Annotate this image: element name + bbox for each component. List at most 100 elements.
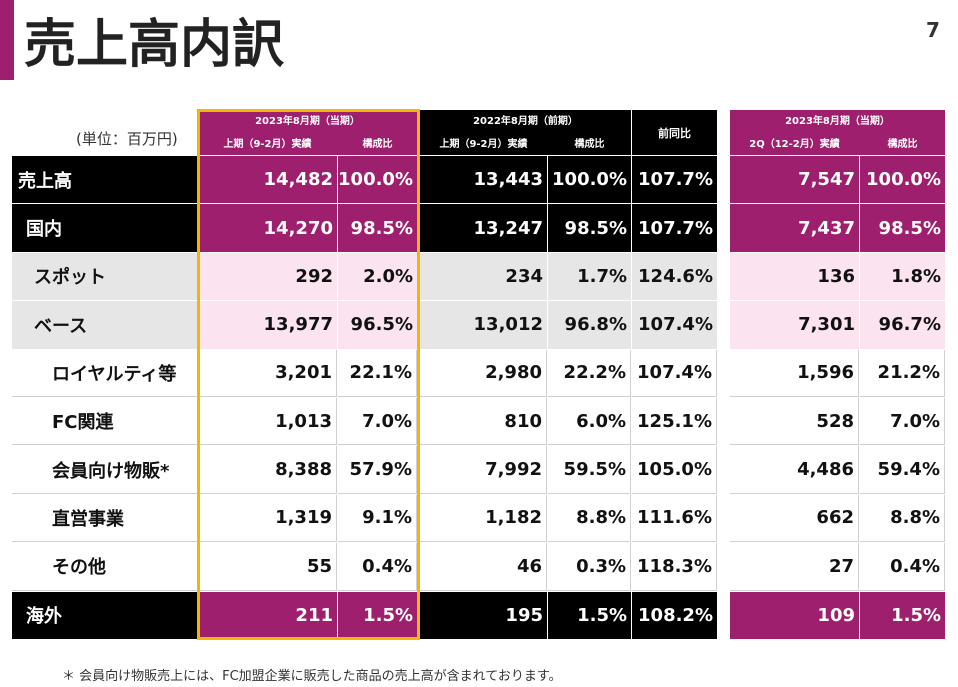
row-label: 海外 xyxy=(12,591,197,639)
cell-value: 59.5% xyxy=(548,446,631,494)
row-label: スポット xyxy=(12,252,197,301)
cell-value: 98.5% xyxy=(548,204,631,252)
row-label: 直営事業 xyxy=(12,494,197,543)
cell-value: 2.0% xyxy=(338,252,417,301)
cell-value: 195 xyxy=(420,591,547,639)
cell-value: 21.2% xyxy=(860,349,945,397)
column-header: 上期（9-2月）実績 xyxy=(439,138,528,150)
cell-value: 7,547 xyxy=(730,156,859,204)
cell-value: 22.1% xyxy=(338,349,417,397)
row-label: ロイヤルティ等 xyxy=(12,349,197,397)
cell-value: 13,443 xyxy=(420,156,547,204)
column-header: 構成比 xyxy=(362,138,393,150)
page-number: 7 xyxy=(926,18,940,42)
group-header: 前同比 xyxy=(632,110,717,155)
cell-value: 1.5% xyxy=(548,591,631,639)
cell-value: 1.5% xyxy=(338,591,417,639)
group-title: 2023年8月期（当期） xyxy=(785,115,890,127)
cell-value: 96.7% xyxy=(860,301,945,349)
cell-value: 0.3% xyxy=(548,543,631,591)
highlight-frame xyxy=(197,109,420,640)
row-label: その他 xyxy=(12,543,197,591)
column-header: 上期（9-2月）実績 xyxy=(223,138,312,150)
column-header: 構成比 xyxy=(574,138,605,150)
cell-value: 810 xyxy=(420,398,547,446)
cell-value: 100.0% xyxy=(548,156,631,204)
cell-value: 1,319 xyxy=(198,494,337,543)
cell-value: 125.1% xyxy=(632,398,717,446)
cell-value: 14,482 xyxy=(198,156,337,204)
cell-value: 6.0% xyxy=(548,398,631,446)
group-title: 2022年8月期（前期） xyxy=(473,115,578,127)
cell-value: 7,992 xyxy=(420,446,547,494)
cell-value: 3,201 xyxy=(198,349,337,397)
cell-value: 7.0% xyxy=(338,398,417,446)
cell-value: 55 xyxy=(198,543,337,591)
cell-value: 2,980 xyxy=(420,349,547,397)
row-label: 売上高 xyxy=(12,156,197,204)
cell-value: 136 xyxy=(730,252,859,301)
group-title: 2023年8月期（当期） xyxy=(255,115,360,127)
cell-value: 1.7% xyxy=(548,252,631,301)
cell-value: 96.5% xyxy=(338,301,417,349)
cell-value: 105.0% xyxy=(632,446,717,494)
cell-value: 1.8% xyxy=(860,252,945,301)
row-label: 会員向け物販* xyxy=(12,446,197,494)
row-label: FC関連 xyxy=(12,398,197,446)
cell-value: 57.9% xyxy=(338,446,417,494)
cell-value: 8.8% xyxy=(860,494,945,543)
cell-value: 98.5% xyxy=(338,204,417,252)
group-header xyxy=(730,110,945,155)
cell-value: 8,388 xyxy=(198,446,337,494)
accent-bar xyxy=(0,0,14,80)
cell-value: 108.2% xyxy=(632,591,717,639)
cell-value: 107.4% xyxy=(632,349,717,397)
cell-value: 107.7% xyxy=(632,204,717,252)
title: 売上高内訳 xyxy=(24,15,285,75)
cell-value: 100.0% xyxy=(338,156,417,204)
row-label: ベース xyxy=(12,301,197,349)
cell-value: 109 xyxy=(730,591,859,639)
footnote: ＊ 会員向け物販売上には、FC加盟企業に販売した商品の売上高が含まれております。 xyxy=(62,669,562,684)
unit-label: (単位：百万円) xyxy=(76,130,178,148)
cell-value: 0.4% xyxy=(860,543,945,591)
cell-value: 107.7% xyxy=(632,156,717,204)
cell-value: 124.6% xyxy=(632,252,717,301)
cell-value: 7,301 xyxy=(730,301,859,349)
cell-value: 211 xyxy=(198,591,337,639)
cell-value: 0.4% xyxy=(338,543,417,591)
column-header: 構成比 xyxy=(887,138,918,150)
cell-value: 111.6% xyxy=(632,494,717,543)
cell-value: 234 xyxy=(420,252,547,301)
cell-value: 100.0% xyxy=(860,156,945,204)
cell-value: 13,977 xyxy=(198,301,337,349)
cell-value: 46 xyxy=(420,543,547,591)
cell-value: 118.3% xyxy=(632,543,717,591)
cell-value: 13,012 xyxy=(420,301,547,349)
cell-value: 9.1% xyxy=(338,494,417,543)
cell-value: 662 xyxy=(730,494,859,543)
cell-value: 1.5% xyxy=(860,591,945,639)
cell-value: 13,247 xyxy=(420,204,547,252)
cell-value: 107.4% xyxy=(632,301,717,349)
cell-value: 59.4% xyxy=(860,446,945,494)
cell-value: 8.8% xyxy=(548,494,631,543)
group-header xyxy=(420,110,631,155)
cell-value: 7.0% xyxy=(860,398,945,446)
cell-value: 4,486 xyxy=(730,446,859,494)
row-label: 国内 xyxy=(12,204,197,252)
cell-value: 292 xyxy=(198,252,337,301)
cell-value: 1,182 xyxy=(420,494,547,543)
cell-value: 1,013 xyxy=(198,398,337,446)
column-header: 2Q（12-2月）実績 xyxy=(749,138,840,150)
cell-value: 528 xyxy=(730,398,859,446)
cell-value: 1,596 xyxy=(730,349,859,397)
cell-value: 7,437 xyxy=(730,204,859,252)
cell-value: 27 xyxy=(730,543,859,591)
group-header xyxy=(198,110,417,155)
cell-value: 98.5% xyxy=(860,204,945,252)
cell-value: 96.8% xyxy=(548,301,631,349)
cell-value: 22.2% xyxy=(548,349,631,397)
